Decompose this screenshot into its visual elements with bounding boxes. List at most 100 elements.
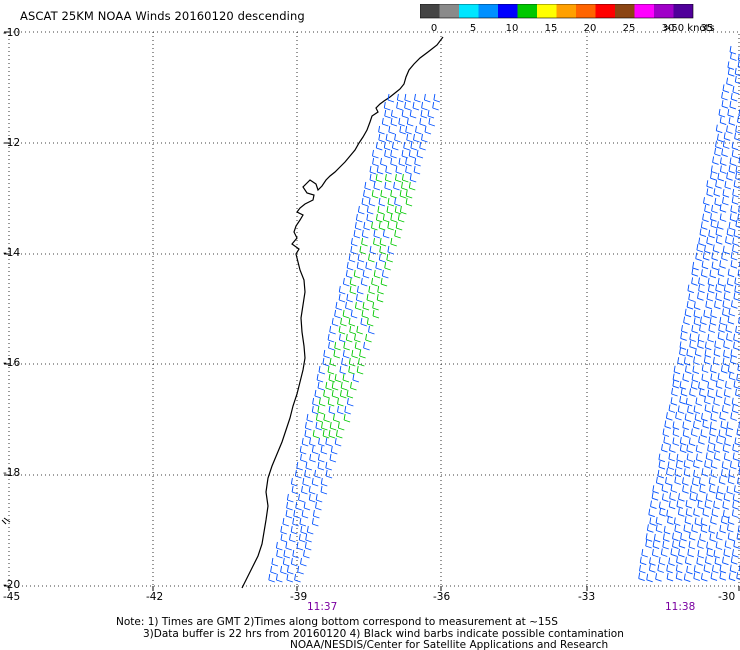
wind-barb bbox=[639, 564, 646, 574]
wind-barb bbox=[362, 269, 370, 279]
wind-barb bbox=[678, 548, 685, 558]
wind-barb bbox=[401, 173, 409, 183]
wind-barb bbox=[721, 148, 728, 158]
wind-barb bbox=[664, 420, 671, 429]
wind-barb bbox=[390, 213, 397, 223]
wind-barb bbox=[375, 141, 383, 151]
wind-barb bbox=[700, 517, 708, 527]
wind-barb bbox=[672, 540, 679, 550]
wind-barb bbox=[349, 285, 357, 295]
note-line-2: 3)Data buffer is 22 hrs from 20160120 4)… bbox=[143, 628, 624, 640]
wind-barb bbox=[736, 532, 740, 541]
wind-barb bbox=[726, 485, 734, 495]
wind-barb bbox=[368, 253, 375, 263]
wind-barb bbox=[693, 565, 701, 574]
wind-barb bbox=[405, 189, 413, 199]
wind-barb bbox=[721, 252, 728, 261]
wind-barb bbox=[652, 485, 659, 494]
wind-barb bbox=[695, 444, 703, 454]
wind-barb bbox=[715, 541, 723, 550]
wind-barb bbox=[691, 477, 699, 487]
wind-barb bbox=[354, 301, 362, 311]
wind-barb bbox=[706, 180, 713, 189]
wind-barb bbox=[334, 309, 341, 319]
wind-barb bbox=[331, 317, 339, 327]
wind-barb bbox=[403, 141, 410, 151]
legend-swatch bbox=[459, 4, 479, 18]
wind-barb bbox=[363, 189, 370, 199]
lat-label: -16 bbox=[3, 357, 21, 369]
wind-barb bbox=[725, 324, 733, 333]
wind-barb bbox=[658, 461, 666, 470]
wind-barb bbox=[719, 204, 727, 213]
wind-barb bbox=[720, 469, 728, 478]
wind-barb bbox=[359, 245, 367, 255]
wind-barb bbox=[309, 437, 316, 447]
wind-barb bbox=[416, 149, 424, 159]
wind-barb bbox=[732, 85, 740, 95]
wind-barb bbox=[366, 317, 374, 327]
wind-barb bbox=[388, 125, 395, 135]
wind-barb bbox=[723, 284, 731, 294]
wind-barb bbox=[734, 67, 740, 77]
wind-barb bbox=[672, 532, 679, 542]
wind-barb bbox=[393, 181, 400, 191]
wind-barb bbox=[290, 557, 298, 567]
wind-barb bbox=[668, 557, 675, 567]
wind-barb bbox=[317, 453, 325, 463]
wind-barb bbox=[390, 189, 397, 199]
wind-barb bbox=[710, 172, 717, 181]
wind-barb bbox=[686, 453, 694, 462]
legend-swatch bbox=[615, 4, 635, 18]
wind-barb bbox=[387, 245, 395, 255]
wind-barb bbox=[730, 260, 738, 269]
wind-barb bbox=[700, 573, 708, 582]
wind-barb bbox=[719, 564, 727, 574]
wind-barb bbox=[735, 125, 740, 134]
wind-barb bbox=[715, 236, 723, 245]
wind-barb bbox=[361, 229, 369, 239]
wind-barb bbox=[338, 333, 346, 343]
wind-barb bbox=[731, 509, 739, 518]
wind-barb bbox=[408, 181, 416, 191]
wind-barb bbox=[356, 365, 364, 375]
wind-barb bbox=[686, 444, 693, 454]
wind-barb bbox=[356, 325, 363, 335]
wind-barb bbox=[669, 492, 676, 502]
wind-barb bbox=[705, 300, 712, 310]
wind-barb bbox=[715, 140, 722, 150]
wind-barb bbox=[318, 397, 326, 407]
wind-barb bbox=[380, 189, 387, 199]
wind-barb bbox=[698, 477, 706, 487]
wind-barb bbox=[730, 251, 738, 261]
wind-barb bbox=[372, 149, 379, 159]
wind-barb bbox=[296, 541, 304, 551]
wind-barb bbox=[703, 197, 710, 206]
wind-barb bbox=[373, 237, 380, 247]
wind-barb bbox=[714, 147, 721, 157]
note-line-3: NOAA/NESDIS/Center for Satellite Applica… bbox=[290, 639, 609, 650]
legend-label: 5 bbox=[470, 23, 476, 34]
wind-barb bbox=[354, 221, 362, 231]
wind-barb bbox=[285, 509, 293, 519]
wind-barb bbox=[312, 509, 320, 519]
wind-barb bbox=[684, 516, 692, 525]
wind-barb bbox=[328, 373, 336, 383]
wind-barb bbox=[665, 477, 672, 486]
lon-label: -30 bbox=[718, 591, 736, 603]
wind-barb bbox=[700, 221, 708, 230]
wind-barb bbox=[325, 469, 333, 479]
wind-barb bbox=[658, 556, 666, 566]
wind-barb bbox=[724, 540, 732, 549]
wind-barb bbox=[297, 565, 304, 575]
wind-barb bbox=[394, 173, 402, 183]
wind-barb bbox=[406, 117, 414, 127]
legend-swatch bbox=[517, 4, 537, 18]
note-line-1: Note: 1) Times are GMT 2)Times along bot… bbox=[116, 616, 558, 628]
wind-barb bbox=[282, 517, 290, 527]
legend-label: 20 bbox=[584, 23, 597, 34]
legend-label: 15 bbox=[545, 23, 558, 34]
wind-barb bbox=[292, 549, 299, 559]
wind-barb bbox=[709, 421, 717, 431]
wind-barb bbox=[670, 548, 678, 557]
